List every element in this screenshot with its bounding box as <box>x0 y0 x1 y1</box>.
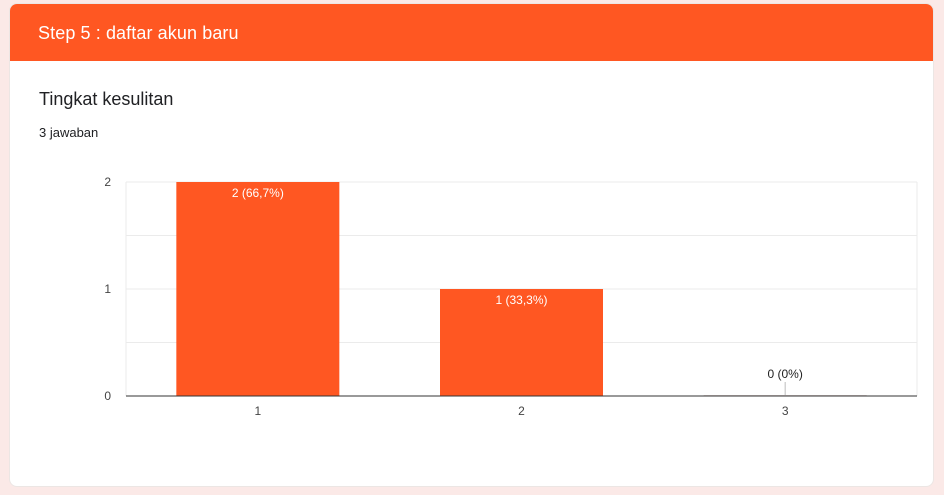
data-label: 0 (0%) <box>767 367 802 381</box>
section-header: Step 5 : daftar akun baru <box>10 4 933 61</box>
section-title: Step 5 : daftar akun baru <box>38 23 239 43</box>
data-label: 1 (33,3%) <box>495 293 547 307</box>
bar <box>440 289 603 396</box>
response-count: 3 jawaban <box>39 125 99 140</box>
data-label: 2 (66,7%) <box>232 186 284 200</box>
x-tick-label: 3 <box>782 404 789 418</box>
bar-chart: 0 1 2 2 (66,7%) 1 1 (33,3%) 2 0 (0%) 3 <box>104 175 918 418</box>
y-tick-label: 1 <box>104 282 111 296</box>
bar <box>176 182 340 396</box>
question-title: Tingkat kesulitan <box>39 89 174 109</box>
x-tick-label: 1 <box>254 404 261 418</box>
x-tick-label: 2 <box>518 404 525 418</box>
y-tick-label: 2 <box>104 175 111 189</box>
y-tick-label: 0 <box>104 389 111 403</box>
results-card: Step 5 : daftar akun baru Tingkat kesuli… <box>9 3 934 487</box>
